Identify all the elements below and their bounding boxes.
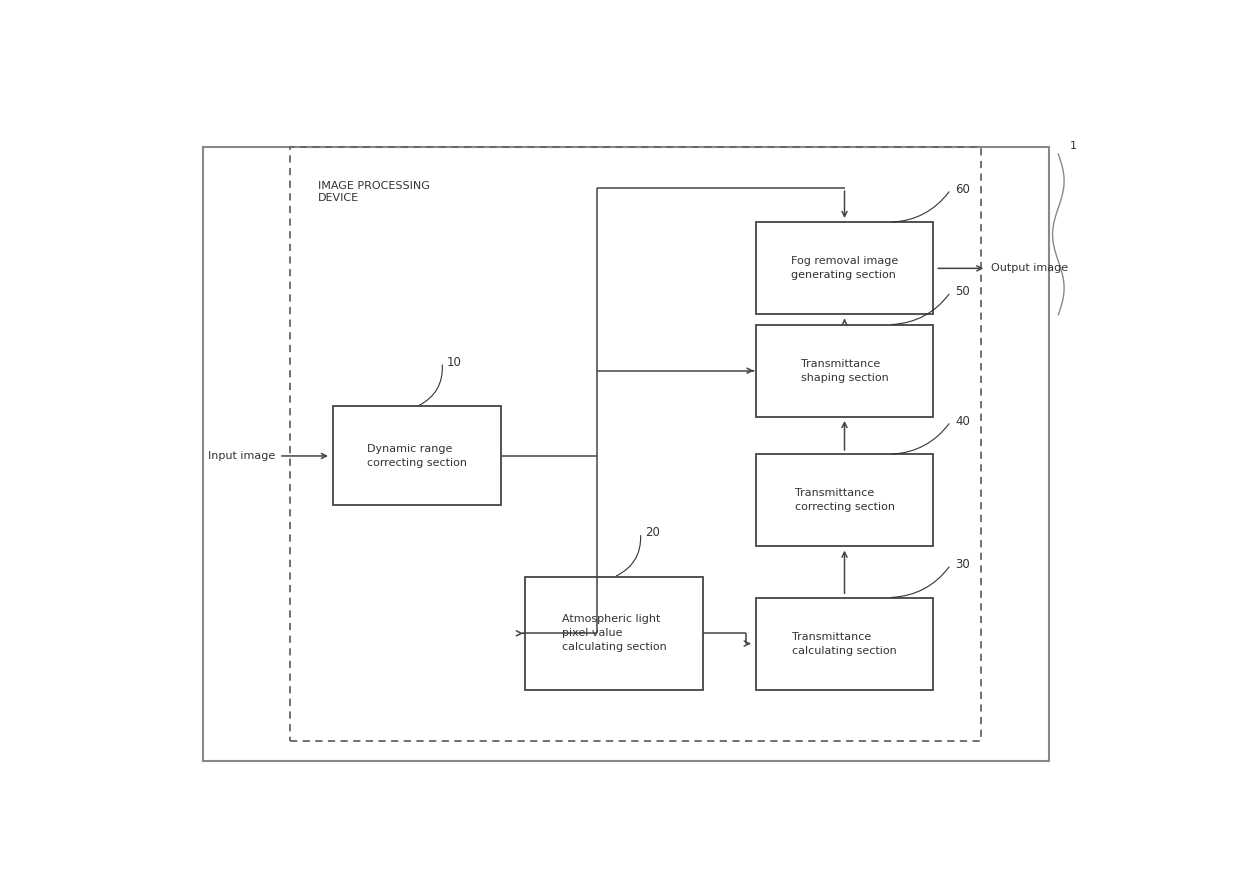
Bar xyxy=(203,147,1049,761)
Bar xyxy=(755,324,934,416)
Text: Atmospheric light
pixel value
calculating section: Atmospheric light pixel value calculatin… xyxy=(562,614,666,652)
Text: Output image: Output image xyxy=(991,263,1068,274)
Text: IMAGE PROCESSING
DEVICE: IMAGE PROCESSING DEVICE xyxy=(319,182,430,203)
Bar xyxy=(525,577,703,689)
Text: 60: 60 xyxy=(956,183,971,196)
Bar xyxy=(755,222,934,315)
Bar xyxy=(755,597,934,689)
Text: 50: 50 xyxy=(956,285,970,299)
Text: 10: 10 xyxy=(446,355,461,369)
Text: 1: 1 xyxy=(1070,141,1076,151)
Bar xyxy=(755,455,934,547)
Text: Transmittance
correcting section: Transmittance correcting section xyxy=(795,488,894,512)
Text: 20: 20 xyxy=(645,526,660,540)
Text: Transmittance
calculating section: Transmittance calculating section xyxy=(792,632,897,656)
Text: 30: 30 xyxy=(956,558,970,571)
Text: 40: 40 xyxy=(956,415,971,428)
Bar xyxy=(290,147,982,741)
Bar xyxy=(332,407,501,505)
Text: Dynamic range
correcting section: Dynamic range correcting section xyxy=(367,444,467,468)
Text: Transmittance
shaping section: Transmittance shaping section xyxy=(801,359,888,383)
Text: Fog removal image
generating section: Fog removal image generating section xyxy=(791,256,898,280)
Text: Input image: Input image xyxy=(208,451,275,461)
